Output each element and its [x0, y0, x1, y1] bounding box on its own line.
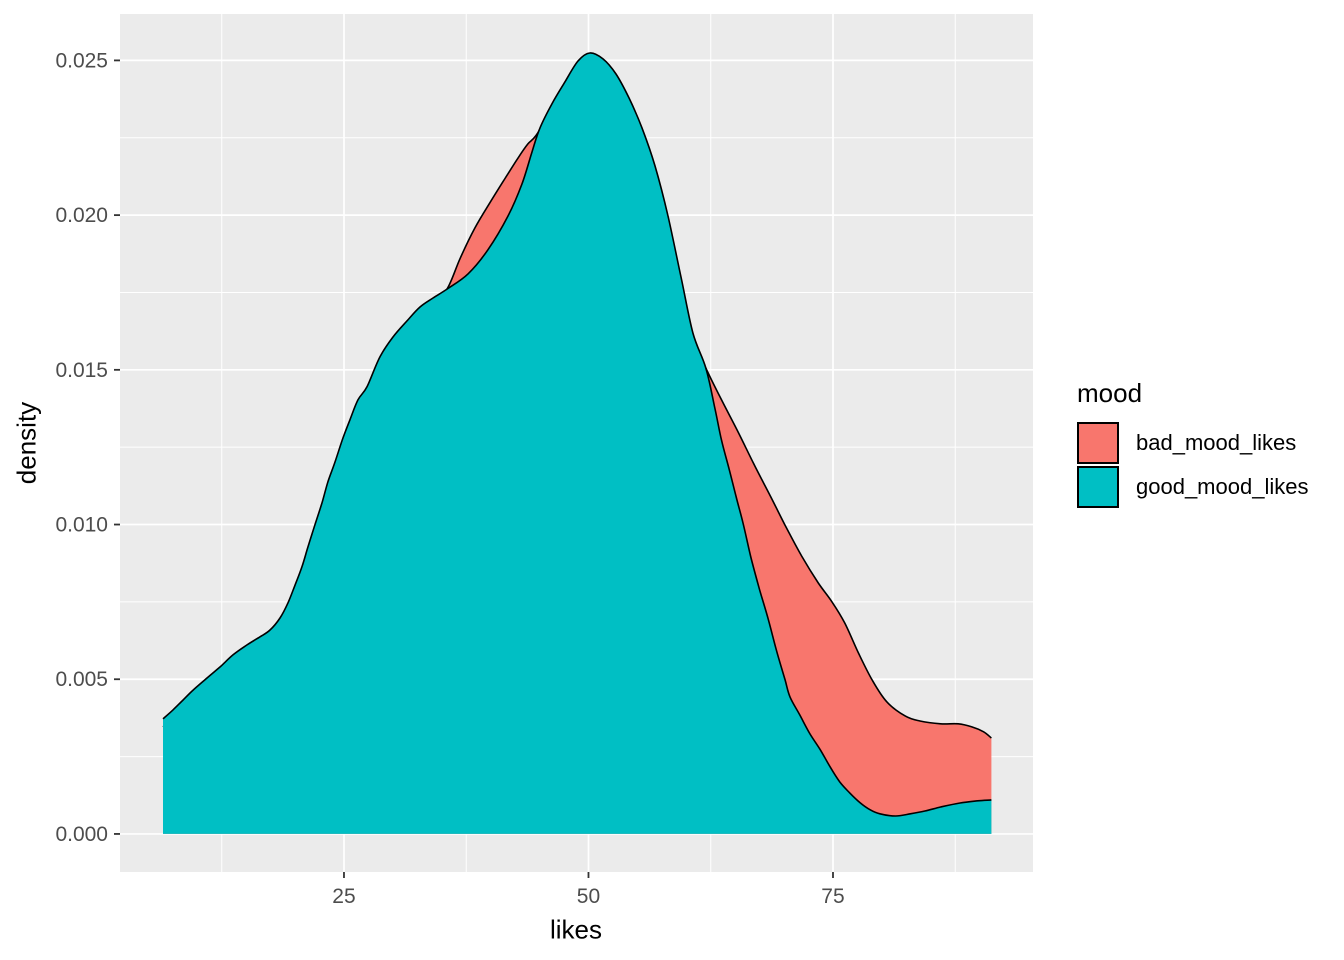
legend-key-swatch-bad_mood_likes: [1077, 422, 1119, 464]
legend-title: mood: [1077, 378, 1143, 408]
y-tick-label: 0.000: [55, 823, 108, 846]
x-tick-label: 75: [821, 885, 844, 908]
x-tick-label: 50: [577, 885, 600, 908]
legend-key-swatch-good_mood_likes: [1077, 466, 1119, 508]
y-tick-label: 0.025: [55, 49, 108, 72]
density-area-good_mood_likes: [163, 52, 992, 834]
legend-items: bad_mood_likes good_mood_likes: [1077, 422, 1308, 508]
legend-label: bad_mood_likes: [1136, 430, 1297, 455]
legend: mood bad_mood_likes good_mood_likes: [1077, 378, 1308, 510]
density-outline-good_mood_likes: [162, 52, 992, 817]
y-axis-title: density: [11, 401, 42, 485]
legend-label: good_mood_likes: [1136, 474, 1309, 499]
y-tick-label: 0.010: [55, 514, 108, 537]
y-tick-label: 0.015: [55, 359, 108, 382]
x-tick-label: 25: [332, 885, 355, 908]
y-tick-label: 0.020: [55, 204, 108, 227]
legend-item-bad_mood_likes: bad_mood_likes: [1077, 422, 1308, 464]
legend-item-good_mood_likes: good_mood_likes: [1077, 466, 1308, 508]
x-axis-title: likes: [549, 914, 603, 945]
y-tick-label: 0.005: [55, 668, 108, 691]
